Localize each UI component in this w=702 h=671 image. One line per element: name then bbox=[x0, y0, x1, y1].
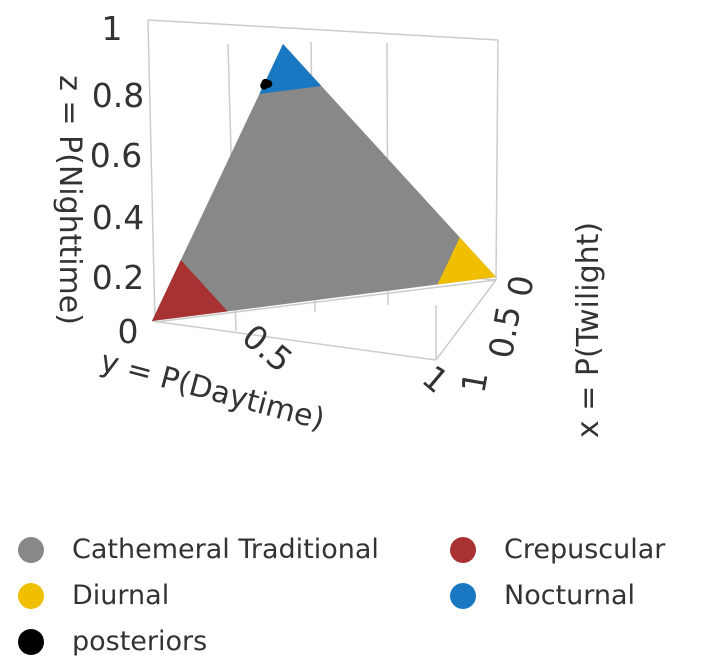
posterior-points bbox=[260, 78, 273, 90]
legend-swatch-diurnal bbox=[18, 582, 44, 609]
legend-label-crepuscular: Crepuscular bbox=[504, 534, 666, 565]
region-crepuscular bbox=[152, 260, 228, 321]
grid-line bbox=[435, 279, 497, 361]
legend-swatch-nocturnal bbox=[450, 582, 476, 609]
z-tick-label: 0.2 bbox=[92, 258, 144, 297]
z-tick-label: 0.4 bbox=[92, 198, 144, 237]
z-tick-label: 0 bbox=[118, 312, 139, 351]
posterior-point bbox=[260, 81, 269, 90]
legend-label-diurnal: Diurnal bbox=[72, 580, 170, 611]
legend-swatch-cathemeral bbox=[18, 536, 44, 563]
x-axis-title: x = P(Twilight) bbox=[571, 222, 606, 438]
legend-item-cathemeral[interactable]: Cathemeral Traditional bbox=[18, 534, 379, 565]
z-axis-title: z = P(Nighttime) bbox=[52, 75, 87, 325]
z-tick-label: 0.6 bbox=[90, 136, 142, 175]
x-tick-label: 1 bbox=[454, 368, 496, 395]
legend-label-cathemeral: Cathemeral Traditional bbox=[72, 534, 379, 565]
legend-item-posteriors[interactable]: posteriors bbox=[18, 626, 207, 657]
legend-item-diurnal[interactable]: Diurnal bbox=[18, 580, 169, 611]
z-tick-label: 1 bbox=[102, 9, 123, 48]
legend-label-posteriors: posteriors bbox=[72, 626, 208, 657]
y-tick-label: 0.5 bbox=[235, 316, 300, 380]
y-axis-title: y = P(Daytime) bbox=[97, 344, 329, 437]
y-tick-label: 1 bbox=[415, 358, 456, 401]
region-cathemeral bbox=[152, 44, 496, 321]
x-tick-label: 0 bbox=[500, 272, 542, 299]
legend-label-nocturnal: Nocturnal bbox=[504, 580, 636, 611]
region-nocturnal bbox=[259, 44, 322, 94]
legend-item-crepuscular[interactable]: Crepuscular bbox=[450, 534, 665, 565]
legend-swatch-posteriors bbox=[18, 628, 44, 655]
legend-swatch-crepuscular bbox=[450, 536, 476, 563]
simplex-regions bbox=[152, 44, 496, 321]
grid-line bbox=[151, 320, 437, 361]
grid-line bbox=[154, 279, 497, 323]
z-tick-label: 0.8 bbox=[92, 76, 144, 115]
legend-item-nocturnal[interactable]: Nocturnal bbox=[450, 580, 635, 611]
grid-line bbox=[147, 19, 499, 41]
region-diurnal bbox=[437, 237, 496, 285]
x-tick-label: 0.5 bbox=[481, 303, 529, 361]
grid-line bbox=[147, 19, 156, 323]
grid-line bbox=[495, 39, 499, 281]
